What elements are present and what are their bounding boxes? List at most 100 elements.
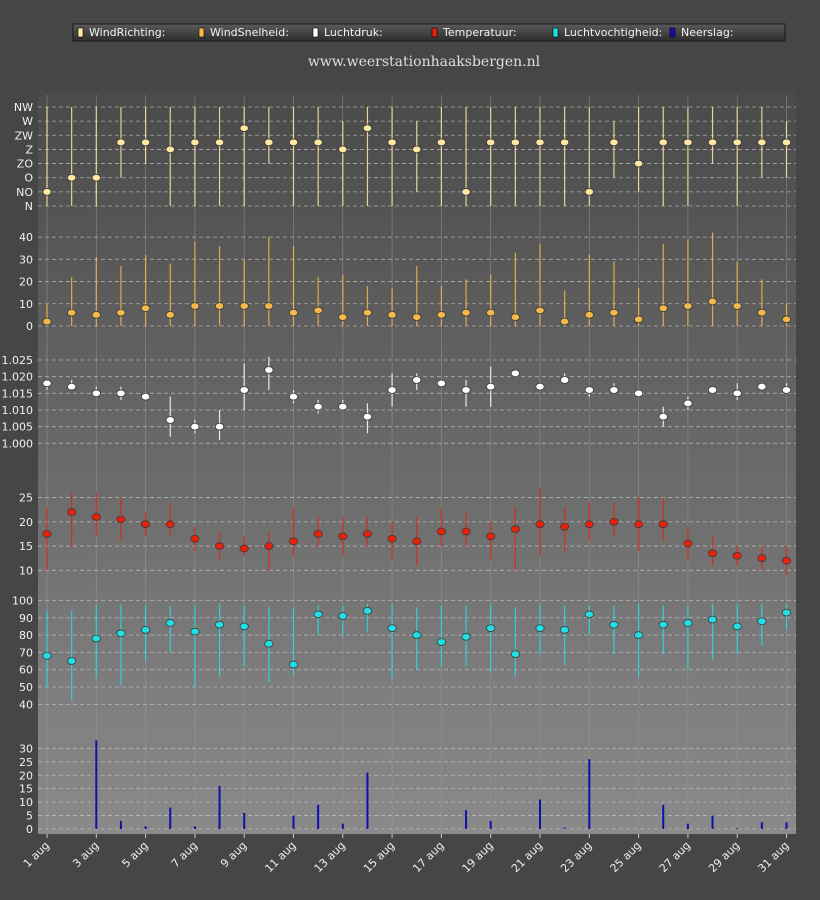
mean-point [707,549,718,558]
mean-point [362,607,373,615]
mean-point [67,657,77,665]
mean-point [633,631,644,639]
mean-point [436,379,446,388]
mean-point [214,422,225,431]
y-tick-label: 10 [19,298,33,311]
mean-point [42,188,52,196]
mean-point [633,315,644,324]
mean-point [165,619,175,627]
mean-point [190,302,200,310]
mean-point [461,527,471,536]
mean-point [338,145,348,154]
mean-point [141,138,151,147]
mean-point [264,302,274,310]
mean-point [141,304,151,313]
mean-point [67,173,77,182]
mean-point [338,313,348,321]
mean-point [288,138,299,147]
mean-point [584,520,594,529]
y-tick-label: 60 [19,664,33,677]
mean-point [116,629,126,638]
mean-point [42,530,52,538]
y-tick-label: N [25,200,33,213]
y-tick-label: 30 [19,253,33,266]
mean-point [510,313,520,321]
mean-point [214,542,225,550]
x-tick-label: 9 aug [218,839,249,870]
precip-bar [465,810,468,829]
mean-point [313,402,323,411]
mean-point [757,138,767,147]
mean-point [486,532,496,541]
y-tick-label: 1.020 [2,371,34,384]
mean-point [584,188,594,196]
mean-point [387,138,397,147]
mean-point [461,308,471,317]
mean-point [387,534,397,543]
x-tick-label: 31 aug [755,839,791,875]
mean-point [584,386,594,394]
mean-point [412,313,422,321]
mean-point [67,308,77,317]
mean-point [362,308,373,317]
mean-point [732,389,742,398]
y-tick-label: Z [25,143,33,156]
mean-point [757,382,767,391]
mean-point [560,376,570,384]
mean-point [757,554,767,562]
mean-point [91,389,101,398]
precip-bar [662,804,665,829]
precip-bar [539,799,541,829]
x-axis: 1 aug 3 aug 5 aug 7 aug 9 aug 11 aug 13 aug 15 … [21,834,792,875]
mean-point [239,544,249,553]
mean-point [486,308,496,317]
mean-point [313,610,323,619]
x-tick-label: 11 aug [262,839,298,875]
mean-point [436,311,446,319]
mean-point [165,311,175,319]
mean-point [732,138,742,147]
y-tick-label: 1.005 [2,421,34,434]
precip-bar [341,823,344,829]
mean-point [461,633,471,641]
mean-point [707,386,718,394]
mean-point [387,624,397,632]
mean-point [732,551,742,560]
mean-point [190,534,200,543]
precip-bar [169,807,172,829]
mean-point [141,520,151,529]
mean-point [781,556,792,565]
mean-point [707,138,718,147]
y-tick-label: 10 [19,796,33,809]
precip-bar [366,772,369,829]
mean-point [288,308,299,317]
mean-point [116,308,126,317]
y-tick-label: 90 [19,612,33,625]
mean-point [338,612,348,620]
mean-point [362,530,373,538]
mean-point [239,386,249,394]
y-tick-label: 5 [26,810,33,823]
mean-point [214,620,225,629]
mean-point [609,386,619,394]
precip-bar [785,822,788,829]
mean-point [288,392,299,401]
x-tick-label: 21 aug [509,839,545,875]
mean-point [116,138,126,147]
x-tick-label: 3 aug [70,839,101,870]
site-title: www.weerstationhaaksbergen.nl [308,54,541,70]
mean-point [313,306,323,315]
y-tick-label: 20 [19,769,33,782]
y-tick-label: 40 [19,231,33,244]
mean-point [264,542,274,550]
mean-point [214,302,225,310]
y-tick-label: 10 [19,564,33,577]
legend-swatch [312,27,319,38]
mean-point [412,631,422,639]
mean-point [436,638,446,646]
plot-background [38,92,796,834]
mean-point [658,520,668,529]
precip-bar [588,759,591,829]
legend-swatch [552,27,559,38]
